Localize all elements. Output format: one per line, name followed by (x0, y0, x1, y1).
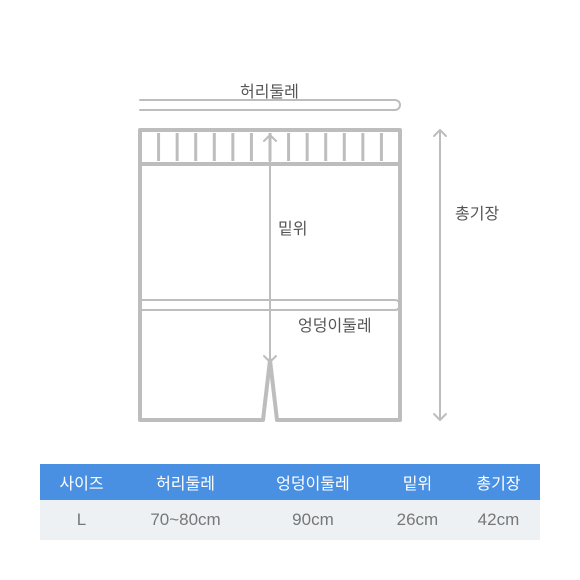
cell-hip: 90cm (248, 500, 378, 540)
label-rise: 밑위 (278, 215, 307, 239)
cell-waist: 70~80cm (123, 500, 248, 540)
size-table-header-row: 사이즈 허리둘레 엉덩이둘레 밑위 총기장 (40, 464, 540, 500)
size-table-container: 사이즈 허리둘레 엉덩이둘레 밑위 총기장 L 70~80cm 90cm 26c… (40, 464, 540, 540)
cell-size: L (40, 500, 123, 540)
label-waist: 허리둘레 (240, 78, 299, 102)
table-row: L 70~80cm 90cm 26cm 42cm (40, 500, 540, 540)
cell-rise: 26cm (378, 500, 457, 540)
label-hip: 엉덩이둘레 (298, 312, 372, 336)
label-length: 총기장 (455, 200, 499, 224)
col-waist: 허리둘레 (123, 464, 248, 500)
cell-length: 42cm (457, 500, 540, 540)
col-size: 사이즈 (40, 464, 123, 500)
diagram-svg (0, 0, 580, 480)
col-hip: 엉덩이둘레 (248, 464, 378, 500)
measurement-diagram: 허리둘레 밑위 엉덩이둘레 총기장 (0, 0, 580, 480)
col-rise: 밑위 (378, 464, 457, 500)
col-length: 총기장 (457, 464, 540, 500)
size-table: 사이즈 허리둘레 엉덩이둘레 밑위 총기장 L 70~80cm 90cm 26c… (40, 464, 540, 540)
